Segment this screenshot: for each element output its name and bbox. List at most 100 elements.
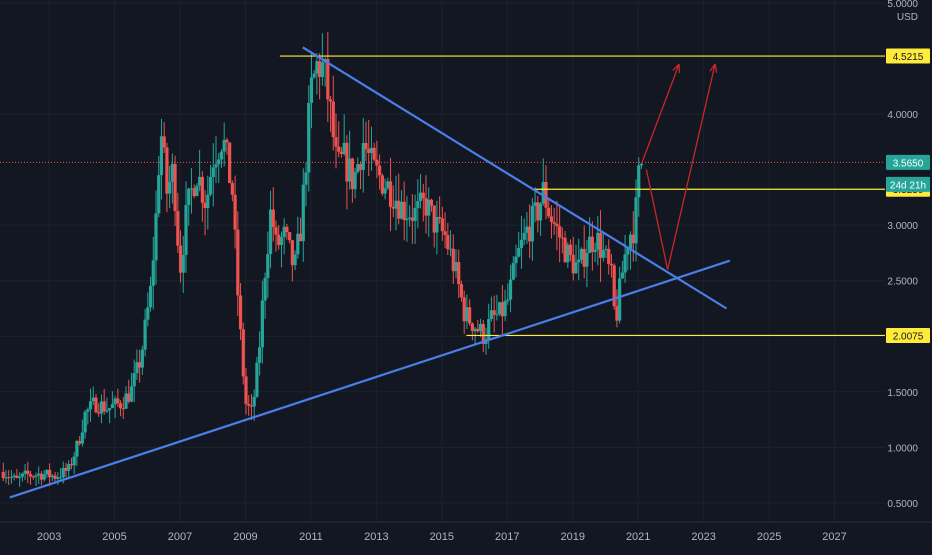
candle-body — [223, 140, 226, 152]
candle-body — [547, 208, 550, 217]
candle-body — [454, 262, 457, 271]
candle-body — [498, 302, 501, 314]
candle-body — [468, 307, 471, 323]
candle-body — [94, 398, 97, 413]
candle-body — [419, 193, 422, 201]
candle-body — [258, 347, 261, 362]
candle-body — [32, 476, 35, 477]
candle-body — [149, 286, 152, 307]
candle-body — [509, 280, 512, 300]
candle-body — [43, 474, 46, 479]
candle-body — [544, 182, 547, 208]
candle-body — [209, 177, 212, 194]
candle-body — [512, 263, 515, 280]
candle-body — [615, 306, 618, 320]
candle-body — [78, 441, 81, 444]
candle-body — [416, 201, 419, 208]
candle-body — [533, 202, 536, 206]
candle-body — [621, 273, 624, 279]
candle-body — [203, 203, 206, 208]
candle-body — [4, 477, 7, 478]
y-tick-label: 3.0000 — [887, 221, 918, 232]
candle-body — [261, 301, 264, 348]
candle-body — [569, 245, 572, 255]
candle-body — [599, 233, 602, 258]
candle-body — [214, 164, 217, 167]
candle-body — [250, 406, 253, 407]
candle-body — [116, 398, 119, 403]
candle-body — [296, 234, 299, 255]
candle-body — [253, 397, 256, 407]
candle-body — [146, 307, 149, 319]
candle-body — [321, 62, 324, 77]
current-price-label-text: 3.5650 — [893, 158, 924, 169]
candle-body — [89, 401, 92, 409]
candle-body — [413, 208, 416, 221]
candle-body — [542, 182, 545, 203]
candle-body — [75, 441, 78, 457]
candle-body — [92, 398, 95, 402]
candle-body — [370, 148, 373, 153]
candle-body — [623, 254, 626, 272]
candle-body — [225, 140, 228, 143]
candle-body — [105, 410, 108, 411]
candle-body — [536, 202, 539, 220]
candle-body — [206, 195, 209, 209]
candle-body — [441, 218, 444, 231]
x-tick-label: 2021 — [626, 531, 650, 543]
candle-body — [460, 284, 463, 297]
candle-body — [160, 136, 163, 175]
candle-body — [523, 233, 526, 240]
candle-body — [97, 412, 100, 413]
candle-body — [563, 238, 566, 262]
candle-body — [329, 99, 332, 101]
candle-body — [263, 278, 266, 301]
candle-body — [255, 363, 258, 397]
candle-body — [403, 202, 406, 220]
candle-body — [165, 147, 168, 193]
candle-body — [531, 206, 534, 241]
candle-body — [13, 476, 16, 477]
candle-body — [490, 310, 493, 319]
candle-body — [64, 468, 67, 471]
candle-body — [2, 472, 5, 478]
candle-body — [247, 404, 250, 406]
candle-body — [465, 307, 468, 321]
candle-body — [397, 201, 400, 219]
candle-body — [233, 195, 236, 230]
candle-body — [157, 175, 160, 213]
y-tick-label: 1.0000 — [887, 443, 918, 454]
candle-body — [610, 264, 613, 265]
candle-body — [356, 164, 359, 172]
candle-body — [392, 207, 395, 209]
price-level-label-2-text: 2.0075 — [893, 331, 924, 342]
candle-body — [272, 210, 275, 227]
candle-body — [588, 237, 591, 253]
candle-body — [152, 260, 155, 285]
candle-body — [40, 474, 43, 480]
candle-body — [127, 393, 130, 401]
candle-body — [119, 403, 122, 408]
candle-body — [463, 297, 466, 321]
candle-body — [528, 227, 531, 242]
candle-body — [506, 300, 509, 301]
x-tick-label: 2027 — [822, 531, 846, 543]
candle-body — [86, 409, 89, 411]
x-tick-label: 2005 — [102, 531, 126, 543]
candle-body — [558, 226, 561, 237]
candle-body — [555, 224, 558, 226]
candle-body — [343, 143, 346, 154]
candle-body — [135, 362, 138, 373]
time-axis-panel[interactable] — [0, 522, 932, 550]
candle-body — [83, 412, 86, 433]
candle-body — [430, 200, 433, 206]
candle-body — [242, 329, 245, 376]
candle-body — [310, 78, 313, 103]
candle-body — [59, 477, 62, 478]
candle-body — [138, 362, 141, 367]
candle-body — [364, 143, 367, 149]
candle-body — [577, 260, 580, 263]
candle-body — [334, 137, 337, 146]
